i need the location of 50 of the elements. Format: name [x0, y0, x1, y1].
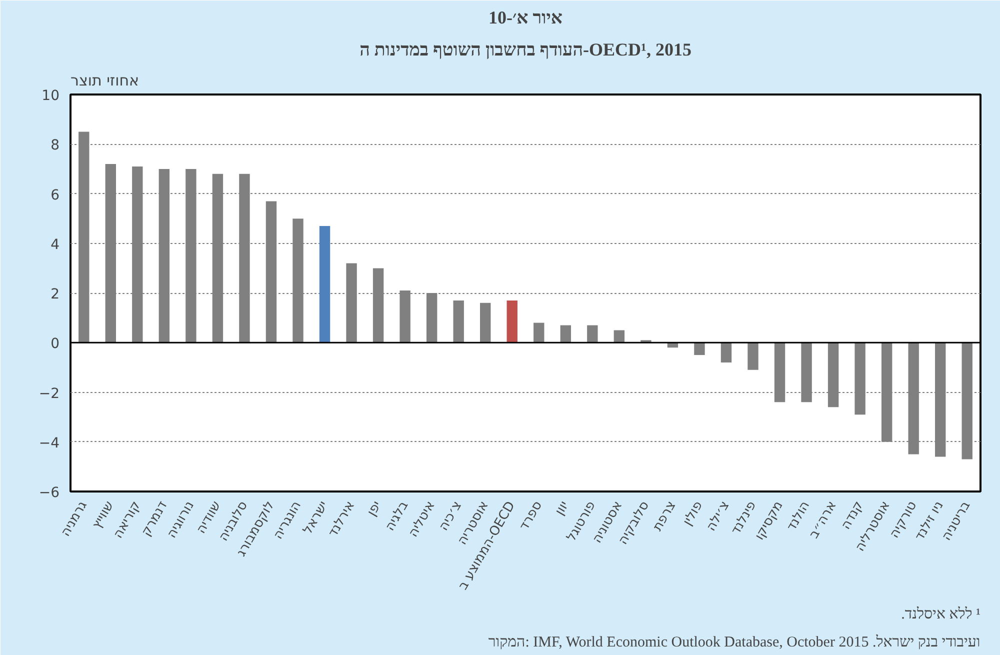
bar [453, 300, 464, 343]
bar [266, 201, 277, 343]
y-tick-label: 10 [42, 88, 60, 104]
x-tick-label: צ׳ילה [704, 498, 733, 534]
bar [828, 342, 839, 408]
y-tick-label: 0 [50, 336, 60, 352]
y-tick-label: 8 [50, 138, 60, 154]
bar [560, 325, 571, 343]
chart-subtitle: העודף בחשבון השוטף במדינות ה-OECD¹, 2015 [360, 40, 692, 60]
bar [587, 325, 598, 343]
bar [212, 174, 224, 343]
x-tick-label: צ׳כיה [436, 498, 466, 534]
bar [774, 342, 786, 402]
bar [105, 164, 116, 343]
x-tick-label: צרפת [650, 498, 680, 534]
bar [801, 342, 812, 402]
bar [534, 322, 544, 343]
text: המקור: IMF, World Economic Outlook Database, October 2015 ועיבודי בנק ישראל. [488, 634, 980, 650]
bar [694, 342, 705, 356]
bar [319, 226, 330, 343]
bar [854, 342, 866, 415]
bar [292, 218, 304, 343]
bar [158, 168, 170, 343]
y-tick-label: −6 [38, 485, 60, 501]
bar [506, 300, 518, 343]
bar [372, 268, 384, 343]
y-tick-label: 2 [50, 286, 60, 302]
chart-title: איור א׳-10 [488, 8, 562, 28]
bar [748, 342, 758, 370]
y-tick-label: 6 [50, 187, 60, 204]
x-tick-label: יפן [364, 498, 385, 519]
bar [400, 290, 410, 343]
bar [132, 166, 143, 343]
bar [426, 293, 438, 343]
x-tick-label: פולין [680, 498, 706, 528]
bar [720, 342, 732, 362]
y-tick-label: −4 [38, 435, 60, 452]
x-tick-label: ספרד [516, 498, 546, 534]
bar [239, 174, 250, 343]
x-tick-label: גרמניה [58, 498, 90, 540]
bar [346, 263, 357, 343]
y-tick-label: −2 [38, 386, 60, 402]
bar [614, 330, 625, 343]
text: ¹ ללא איסלנד. [901, 606, 981, 622]
y-tick-label: 4 [50, 236, 60, 253]
x-tick-label: יוון [552, 498, 572, 518]
bar [186, 168, 196, 343]
bar [480, 302, 491, 343]
x-tick-label: אירלנד [326, 498, 358, 540]
y-axis-title: אחוזי תוצר [70, 72, 140, 90]
